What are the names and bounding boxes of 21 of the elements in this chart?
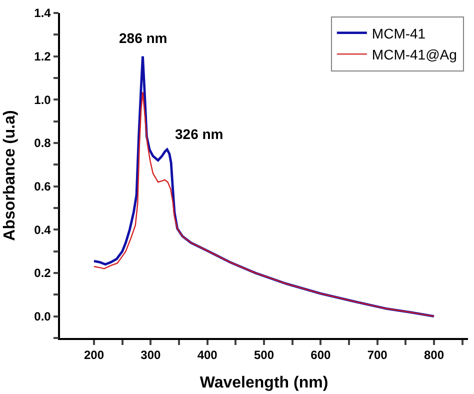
x-tick-label: 700 [367,348,388,362]
x-tick-label: 800 [424,348,444,362]
y-tick-label: 0.4 [34,222,52,237]
y-tick-label: 1.2 [34,50,52,64]
annotation: 286 nm [119,30,168,46]
legend-label: MCM-41 [372,25,426,42]
text: 1.0 [34,92,51,107]
x-tick-label: 500 [254,348,274,362]
x-tick-label: 300 [140,348,161,362]
y-tick-label: 0.6 [34,180,52,194]
y-tick-label: 0.8 [34,136,52,150]
text: 0.0 [34,310,51,324]
x-tick-label: 400 [197,348,218,362]
y-axis-title: Absorbance (u.a) [2,110,19,241]
y-tick-label: 1.4 [34,6,52,20]
x-tick-label: 200 [84,348,104,362]
y-tick-label: 0.2 [34,266,52,280]
x-axis-title: Wavelength (nm) [200,374,328,392]
annotation: 326 nm [175,126,224,142]
x-tick-label: 600 [310,348,331,362]
legend-label: MCM-41@Ag [372,46,457,63]
